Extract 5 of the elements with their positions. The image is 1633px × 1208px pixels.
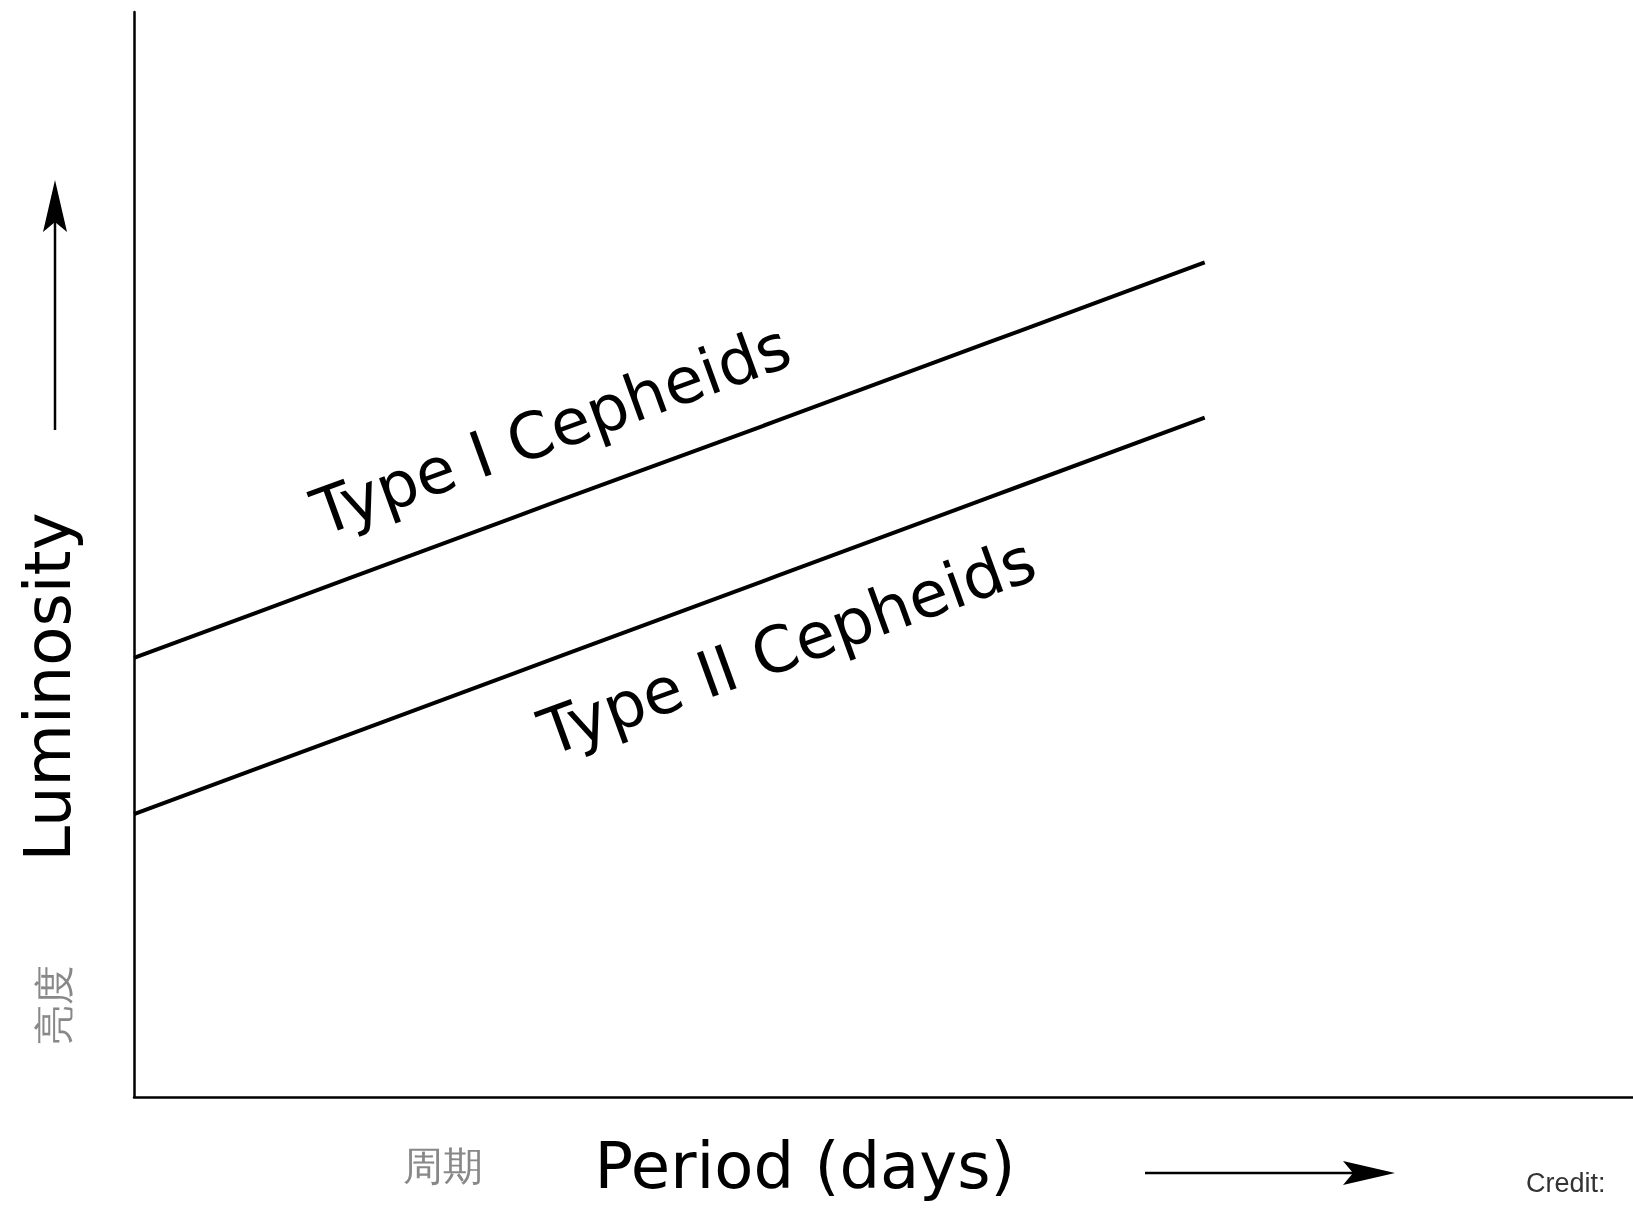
text: Credit: (1526, 1168, 1606, 1198)
text: 周期 (403, 1143, 483, 1189)
y-axis-title: Luminosity (11, 512, 85, 862)
x-axis-title: Period (days) (594, 1129, 1016, 1203)
text: 亮度 (31, 965, 77, 1045)
